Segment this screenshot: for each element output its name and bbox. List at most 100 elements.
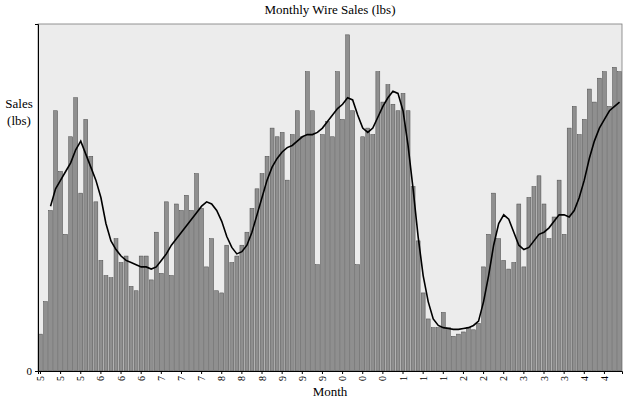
bar <box>487 234 491 371</box>
x-tick-label: 5 <box>55 376 66 381</box>
bar <box>114 239 118 371</box>
bar <box>532 187 536 371</box>
x-tick: 5 <box>35 371 46 381</box>
bar <box>517 204 521 371</box>
bar <box>215 291 219 371</box>
bar <box>44 302 48 371</box>
x-tick-label: 7 <box>196 376 207 381</box>
bar <box>613 67 617 371</box>
bar <box>285 180 289 371</box>
x-tick: 4 <box>599 371 610 381</box>
bar <box>69 137 73 371</box>
x-tick: 9 <box>277 371 288 381</box>
x-tick-mark <box>503 371 504 374</box>
bar <box>436 328 440 371</box>
bar <box>411 187 415 371</box>
x-tick: 8 <box>257 371 268 381</box>
x-tick-label: 1 <box>398 376 409 381</box>
x-tick: 0 <box>377 371 388 381</box>
bar <box>482 267 486 371</box>
bar <box>587 89 591 371</box>
bar <box>618 72 622 371</box>
y-tick: 0 <box>27 365 39 377</box>
bar <box>431 328 435 371</box>
x-axis-line <box>39 372 623 375</box>
bar <box>597 78 601 371</box>
bar <box>421 293 425 371</box>
bar <box>54 111 58 371</box>
bar <box>64 234 68 371</box>
bar <box>174 204 178 371</box>
x-tick-mark <box>322 371 323 374</box>
x-tick-label: 1 <box>438 376 449 381</box>
bar <box>492 193 496 371</box>
x-tick-mark <box>584 371 585 374</box>
bar <box>502 260 506 371</box>
plot-area <box>38 24 622 371</box>
x-tick-label: 1 <box>418 376 429 381</box>
bar <box>300 137 304 371</box>
x-tick-mark <box>423 371 424 374</box>
x-tick: 7 <box>156 371 167 381</box>
x-tick-mark <box>241 371 242 374</box>
x-tick-label: 9 <box>277 376 288 381</box>
x-tick-mark <box>523 371 524 374</box>
x-tick-mark <box>100 371 101 374</box>
x-tick: 8 <box>236 371 247 381</box>
x-tick-label: 2 <box>498 376 509 381</box>
bar <box>74 98 78 371</box>
x-tick-mark <box>80 371 81 374</box>
x-tick: 1 <box>418 371 429 381</box>
bar <box>185 195 189 371</box>
x-tick-mark <box>201 371 202 374</box>
bar <box>240 245 244 371</box>
bar <box>290 135 294 371</box>
x-tick-mark <box>40 371 41 374</box>
bar-series <box>39 35 622 371</box>
x-tick-label: 9 <box>317 376 328 381</box>
marks <box>39 35 622 371</box>
x-tick-mark <box>544 371 545 374</box>
bar <box>89 156 93 371</box>
bar <box>557 180 561 371</box>
bar <box>326 122 330 371</box>
bar <box>386 85 390 371</box>
bar <box>456 334 460 371</box>
x-tick-mark <box>403 371 404 374</box>
bar <box>164 202 168 371</box>
x-tick: 3 <box>559 371 570 381</box>
bar <box>467 328 471 371</box>
x-tick-mark <box>282 371 283 374</box>
x-tick-label: 3 <box>518 376 529 381</box>
bar <box>295 111 299 371</box>
bar <box>245 232 249 371</box>
bar <box>230 263 234 371</box>
x-tick-label: 5 <box>35 376 46 381</box>
bar <box>356 265 360 371</box>
x-tick: 2 <box>478 371 489 381</box>
x-tick: 0 <box>357 371 368 381</box>
x-tick: 3 <box>518 371 529 381</box>
bar <box>169 276 173 371</box>
bar <box>144 256 148 371</box>
bar <box>200 208 204 371</box>
bar <box>416 241 420 371</box>
x-tick-label: 3 <box>539 376 550 381</box>
bar <box>562 234 566 371</box>
bar <box>280 132 284 371</box>
bar <box>381 102 385 371</box>
bar <box>275 137 279 371</box>
x-tick: 7 <box>196 371 207 381</box>
x-tick-mark <box>362 371 363 374</box>
bar <box>451 336 455 371</box>
bar <box>461 332 465 371</box>
bar <box>124 256 128 371</box>
bar <box>210 239 214 371</box>
x-tick: 1 <box>438 371 449 381</box>
bar <box>512 263 516 371</box>
bar <box>320 135 324 371</box>
bar <box>139 256 143 371</box>
x-tick-mark <box>564 371 565 374</box>
x-tick-label: 7 <box>156 376 167 381</box>
x-axis: 55566677788899900011122233344 <box>35 371 623 381</box>
